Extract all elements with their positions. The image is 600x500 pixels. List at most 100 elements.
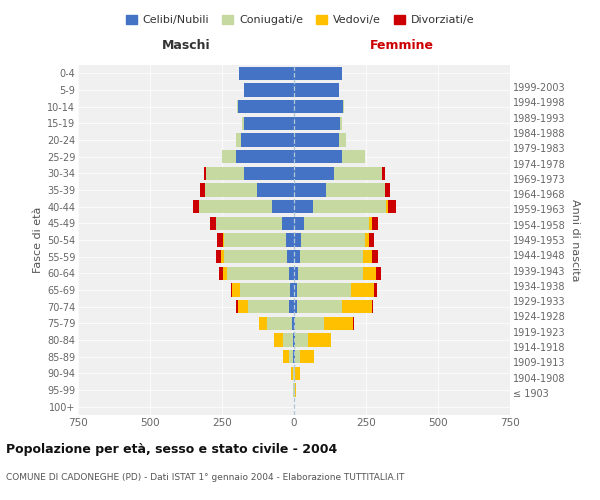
Bar [294, 150, 341, 164]
Bar [308, 334, 331, 346]
Bar [242, 116, 244, 130]
Bar [301, 234, 365, 246]
Bar [294, 250, 300, 264]
Bar [295, 316, 324, 330]
Bar [223, 234, 224, 246]
Bar [204, 166, 206, 180]
Bar [300, 250, 363, 264]
Bar [287, 250, 294, 264]
Bar [372, 250, 378, 264]
Bar [363, 250, 372, 264]
Bar [295, 334, 308, 346]
Bar [369, 234, 374, 246]
Legend: Celibi/Nubili, Coniugati/e, Vedovi/e, Divorziati/e: Celibi/Nubili, Coniugati/e, Vedovi/e, Di… [121, 10, 479, 30]
Bar [211, 216, 216, 230]
Bar [241, 134, 294, 146]
Bar [283, 350, 289, 364]
Bar [238, 100, 294, 114]
Bar [248, 300, 289, 314]
Bar [289, 350, 293, 364]
Bar [232, 284, 239, 296]
Bar [193, 200, 199, 213]
Bar [274, 334, 283, 346]
Bar [372, 216, 378, 230]
Text: COMUNE DI CADONEGHE (PD) - Dati ISTAT 1° gennaio 2004 - Elaborazione TUTTITALIA.: COMUNE DI CADONEGHE (PD) - Dati ISTAT 1°… [6, 472, 404, 482]
Bar [231, 284, 232, 296]
Bar [236, 134, 241, 146]
Bar [290, 284, 294, 296]
Bar [300, 350, 314, 364]
Bar [295, 350, 300, 364]
Bar [216, 216, 283, 230]
Bar [215, 250, 221, 264]
Bar [385, 184, 391, 196]
Bar [298, 284, 351, 296]
Bar [200, 184, 205, 196]
Bar [294, 100, 343, 114]
Bar [294, 166, 334, 180]
Bar [382, 166, 385, 180]
Bar [294, 66, 341, 80]
Bar [372, 300, 373, 314]
Bar [283, 334, 293, 346]
Bar [334, 166, 382, 180]
Bar [365, 234, 369, 246]
Bar [292, 316, 294, 330]
Bar [217, 234, 223, 246]
Bar [341, 300, 372, 314]
Bar [294, 184, 326, 196]
Bar [283, 216, 294, 230]
Bar [236, 300, 238, 314]
Bar [313, 200, 386, 213]
Bar [374, 284, 377, 296]
Bar [338, 134, 346, 146]
Y-axis label: Fasce di età: Fasce di età [32, 207, 43, 273]
Bar [295, 366, 300, 380]
Y-axis label: Anni di nascita: Anni di nascita [569, 198, 580, 281]
Text: Popolazione per età, sesso e stato civile - 2004: Popolazione per età, sesso e stato civil… [6, 442, 337, 456]
Bar [298, 266, 363, 280]
Bar [294, 216, 304, 230]
Bar [294, 366, 295, 380]
Bar [224, 250, 287, 264]
Bar [294, 284, 298, 296]
Bar [304, 216, 369, 230]
Bar [324, 316, 353, 330]
Bar [294, 200, 313, 213]
Bar [293, 366, 294, 380]
Text: Maschi: Maschi [161, 38, 211, 52]
Bar [244, 116, 294, 130]
Bar [259, 316, 267, 330]
Bar [227, 266, 289, 280]
Bar [386, 200, 388, 213]
Bar [219, 266, 223, 280]
Bar [236, 150, 294, 164]
Bar [267, 316, 292, 330]
Bar [293, 334, 294, 346]
Bar [244, 166, 294, 180]
Bar [326, 184, 385, 196]
Bar [294, 300, 297, 314]
Bar [257, 184, 294, 196]
Bar [340, 116, 341, 130]
Bar [206, 166, 244, 180]
Bar [224, 234, 286, 246]
Bar [294, 84, 338, 96]
Bar [291, 366, 293, 380]
Bar [297, 300, 341, 314]
Bar [341, 150, 365, 164]
Bar [239, 66, 294, 80]
Bar [294, 316, 295, 330]
Bar [294, 266, 298, 280]
Text: Femmine: Femmine [370, 38, 434, 52]
Bar [244, 84, 294, 96]
Bar [295, 384, 296, 396]
Bar [369, 216, 372, 230]
Bar [363, 266, 376, 280]
Bar [221, 250, 224, 264]
Bar [199, 200, 272, 213]
Bar [222, 150, 236, 164]
Bar [239, 284, 290, 296]
Bar [289, 266, 294, 280]
Bar [294, 334, 295, 346]
